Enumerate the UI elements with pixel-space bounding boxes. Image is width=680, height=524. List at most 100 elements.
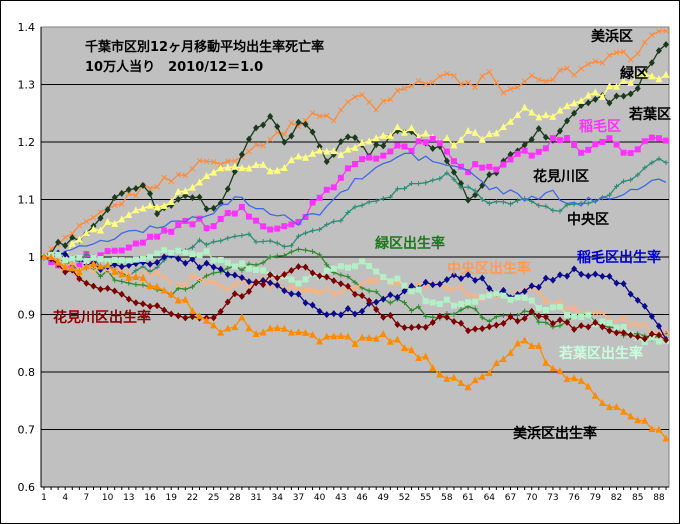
data-point: [499, 355, 507, 363]
data-point: [585, 323, 592, 331]
data-point: [90, 268, 97, 275]
data-point: [416, 181, 422, 187]
data-point: [634, 416, 642, 424]
data-point: [522, 308, 528, 314]
data-point: [295, 280, 302, 287]
data-point: [344, 305, 351, 313]
data-point: [245, 278, 252, 286]
data-point: [90, 282, 97, 290]
data-point: [655, 75, 663, 83]
data-point: [450, 302, 457, 309]
data-point: [75, 235, 83, 243]
data-point: [641, 138, 648, 145]
data-point: [118, 189, 125, 197]
data-point: [224, 163, 232, 171]
data-point: [359, 202, 365, 208]
data-point: [627, 290, 634, 298]
data-point: [139, 273, 147, 281]
x-tick-label: 73: [547, 493, 558, 503]
data-point: [309, 199, 316, 206]
data-point: [309, 149, 317, 157]
data-point: [111, 219, 119, 227]
data-point: [259, 160, 267, 168]
data-point: [273, 324, 281, 332]
series-annotation: 若葉区: [628, 106, 671, 123]
data-point: [260, 121, 267, 129]
data-point: [104, 206, 111, 214]
data-point: [634, 296, 641, 304]
data-point: [634, 146, 641, 153]
data-point: [620, 149, 627, 156]
data-point: [231, 210, 238, 217]
data-point: [352, 134, 358, 142]
data-point: [641, 39, 648, 46]
data-point: [493, 198, 499, 204]
data-point: [479, 274, 486, 282]
data-point: [344, 165, 351, 172]
data-point: [309, 128, 316, 136]
data-point: [591, 88, 599, 96]
data-point: [98, 273, 104, 279]
data-point: [203, 171, 211, 179]
data-point: [316, 307, 323, 315]
data-point: [133, 282, 139, 288]
data-point: [330, 184, 337, 191]
data-point: [147, 185, 153, 192]
data-point: [373, 155, 380, 162]
data-point: [267, 112, 274, 120]
data-point: [634, 50, 641, 57]
data-point: [549, 304, 556, 311]
data-point: [359, 307, 366, 315]
y-tick-label: 0.8: [18, 366, 36, 379]
data-point: [663, 27, 669, 34]
data-point: [252, 330, 260, 338]
data-point: [556, 367, 564, 375]
data-point: [486, 284, 493, 292]
data-point: [47, 253, 55, 261]
series-annotation: 中央区出生率: [447, 260, 531, 277]
data-point: [104, 284, 111, 292]
data-point: [352, 161, 358, 168]
data-point: [663, 329, 669, 336]
data-point: [323, 112, 330, 119]
data-point: [557, 323, 563, 329]
data-point: [203, 205, 210, 213]
data-point: [465, 271, 472, 279]
data-point: [514, 111, 522, 119]
data-point: [592, 309, 599, 316]
data-point: [83, 251, 89, 257]
data-point: [366, 154, 373, 161]
data-point: [189, 255, 196, 263]
data-point: [458, 319, 465, 327]
x-tick-label: 7: [84, 493, 90, 503]
data-point: [83, 279, 90, 287]
data-point: [175, 280, 182, 287]
data-point: [479, 196, 485, 202]
data-point: [238, 204, 245, 211]
data-point: [266, 324, 274, 332]
data-point: [585, 99, 592, 107]
data-point: [295, 263, 302, 271]
data-point: [598, 92, 606, 100]
data-point: [231, 168, 238, 176]
data-point: [465, 291, 472, 298]
data-point: [486, 318, 492, 324]
data-point: [204, 242, 210, 248]
data-point: [210, 168, 218, 176]
data-point: [245, 288, 252, 296]
data-point: [331, 219, 337, 225]
data-point: [479, 315, 485, 321]
data-point: [613, 329, 620, 337]
data-point: [550, 207, 556, 213]
data-point: [232, 233, 238, 239]
data-point: [287, 328, 295, 336]
data-point: [620, 92, 627, 100]
data-point: [627, 412, 635, 420]
data-point: [133, 267, 139, 273]
data-point: [280, 324, 288, 332]
data-point: [542, 145, 549, 152]
data-point: [288, 290, 295, 298]
data-point: [401, 300, 407, 306]
data-point: [408, 282, 415, 290]
data-point: [528, 341, 536, 349]
